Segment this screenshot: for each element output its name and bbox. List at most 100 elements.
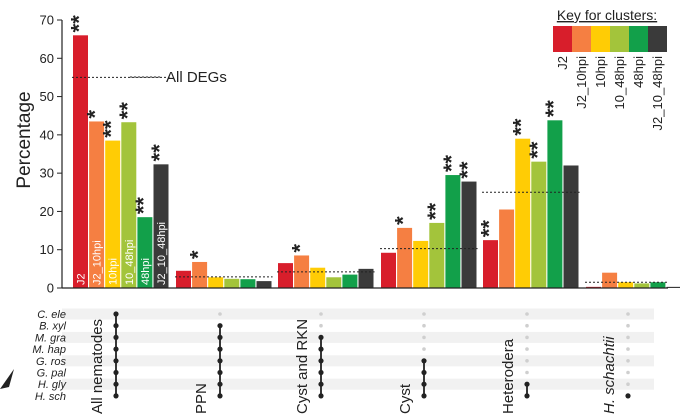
bar-group-4: ** ** ** ** [477, 100, 580, 289]
species-label: M. hap [32, 344, 66, 356]
bar-group-1: * [175, 250, 273, 288]
significance-label: ** [509, 118, 534, 136]
bar-inner-label: J2_10hpi [92, 240, 104, 285]
species-label: B. xyl [39, 321, 66, 333]
matrix-row-stripe [62, 308, 654, 320]
nonmember-dot [525, 370, 529, 375]
bar [515, 138, 531, 288]
nonmember-dot [422, 347, 426, 351]
bar [310, 267, 326, 288]
bar-inner-label: 10_48hpi [124, 240, 136, 285]
y-tick-label: 30 [40, 166, 54, 181]
nonmember-dot [422, 312, 426, 316]
legend-label: J2 [555, 56, 570, 70]
bar [381, 252, 396, 288]
bar [563, 165, 579, 288]
significance-label: ** [477, 220, 502, 238]
y-axis-label: Percentage [14, 91, 35, 188]
bar [240, 279, 256, 288]
significance-label: ** [525, 141, 550, 159]
nonmember-dot [319, 312, 323, 316]
species-label: C. ele [37, 309, 66, 321]
nonmember-dot [626, 347, 630, 351]
nonmember-dot [626, 335, 630, 340]
nonmember-dot [525, 359, 529, 363]
bar [105, 140, 121, 288]
nonmember-dot [422, 335, 426, 340]
group-label: All nematodes [89, 319, 106, 414]
y-tick-label: 70 [40, 13, 54, 28]
bar-group-2: * [277, 243, 375, 288]
species-label: H. gly [38, 379, 68, 391]
nonmember-dot [319, 323, 323, 328]
group-label: Cyst [397, 383, 414, 414]
y-tick-label: 10 [40, 242, 54, 257]
bar-group-3: ******* [380, 154, 480, 288]
bar-group-0: *********** [67, 15, 172, 288]
bars-layer: ****************************J2 J2_10hpi 10… [67, 15, 680, 289]
species-label: M. gra [35, 332, 66, 344]
nonmember-dot [422, 323, 426, 328]
bar [89, 121, 105, 288]
nonmember-dot [626, 382, 630, 387]
nonmember-dot [626, 323, 630, 328]
legend: Key for clusters: J2 J2_10hpi 10hpi 10_48hp… [553, 7, 667, 130]
y-tick-label: 40 [40, 127, 54, 142]
bar [73, 35, 88, 288]
bar [224, 278, 240, 288]
significance-label: * [186, 250, 211, 259]
bar [121, 122, 137, 288]
legend-label: 48hpi [631, 56, 646, 88]
legend-title: Key for clusters: [557, 7, 657, 23]
bar [137, 217, 153, 288]
y-axis: Percentage 0 10 20 30 40 50 60 70 [14, 13, 63, 296]
bar [634, 283, 650, 288]
legend-swatch [553, 26, 572, 52]
significance-label: ** [147, 144, 172, 162]
bar [531, 161, 547, 288]
group-label: PPN [193, 383, 210, 414]
bar [650, 282, 666, 288]
bar [278, 263, 293, 288]
nonmember-dot [626, 312, 630, 316]
species-label: G. ros [36, 356, 66, 368]
legend-swatch [572, 26, 591, 52]
significance-label: ** [99, 120, 124, 138]
bar [192, 261, 208, 288]
bar-group-5 [585, 272, 680, 288]
species-label: H. sch [35, 391, 66, 403]
y-tick-label: 20 [40, 204, 54, 219]
legend-label: 10_48hpi [612, 56, 627, 110]
significance-label: * [288, 243, 313, 252]
nonmember-dot [525, 335, 529, 340]
significance-label: * [391, 216, 416, 225]
nonmember-dot [525, 347, 529, 351]
bar [499, 209, 515, 288]
bar-inner-label: J2_10_48hpi [156, 222, 168, 285]
bar [326, 277, 342, 288]
nonmember-dot [626, 370, 630, 375]
significance-label: ** [439, 154, 464, 172]
significance-label: ** [131, 197, 156, 215]
bar [666, 286, 680, 288]
legend-label: J2_10_48hpi [650, 56, 665, 131]
significance-label: ** [423, 202, 448, 220]
legend-swatch [648, 26, 667, 52]
bar [358, 268, 374, 288]
bar [618, 282, 634, 288]
matrix-row-stripes [62, 308, 654, 390]
bar [397, 227, 413, 288]
bar [547, 120, 563, 289]
legend-swatch [629, 26, 648, 52]
significance-label: ** [67, 15, 92, 33]
bar [445, 175, 461, 288]
nonmember-dot [626, 359, 630, 363]
bar [483, 240, 498, 288]
significance-label: ** [115, 102, 140, 120]
all-degs-label: All DEGs [166, 69, 227, 86]
y-tick-label: 50 [40, 89, 54, 104]
y-tick-label: 60 [40, 51, 54, 66]
legend-label: J2_10hpi [574, 56, 589, 109]
